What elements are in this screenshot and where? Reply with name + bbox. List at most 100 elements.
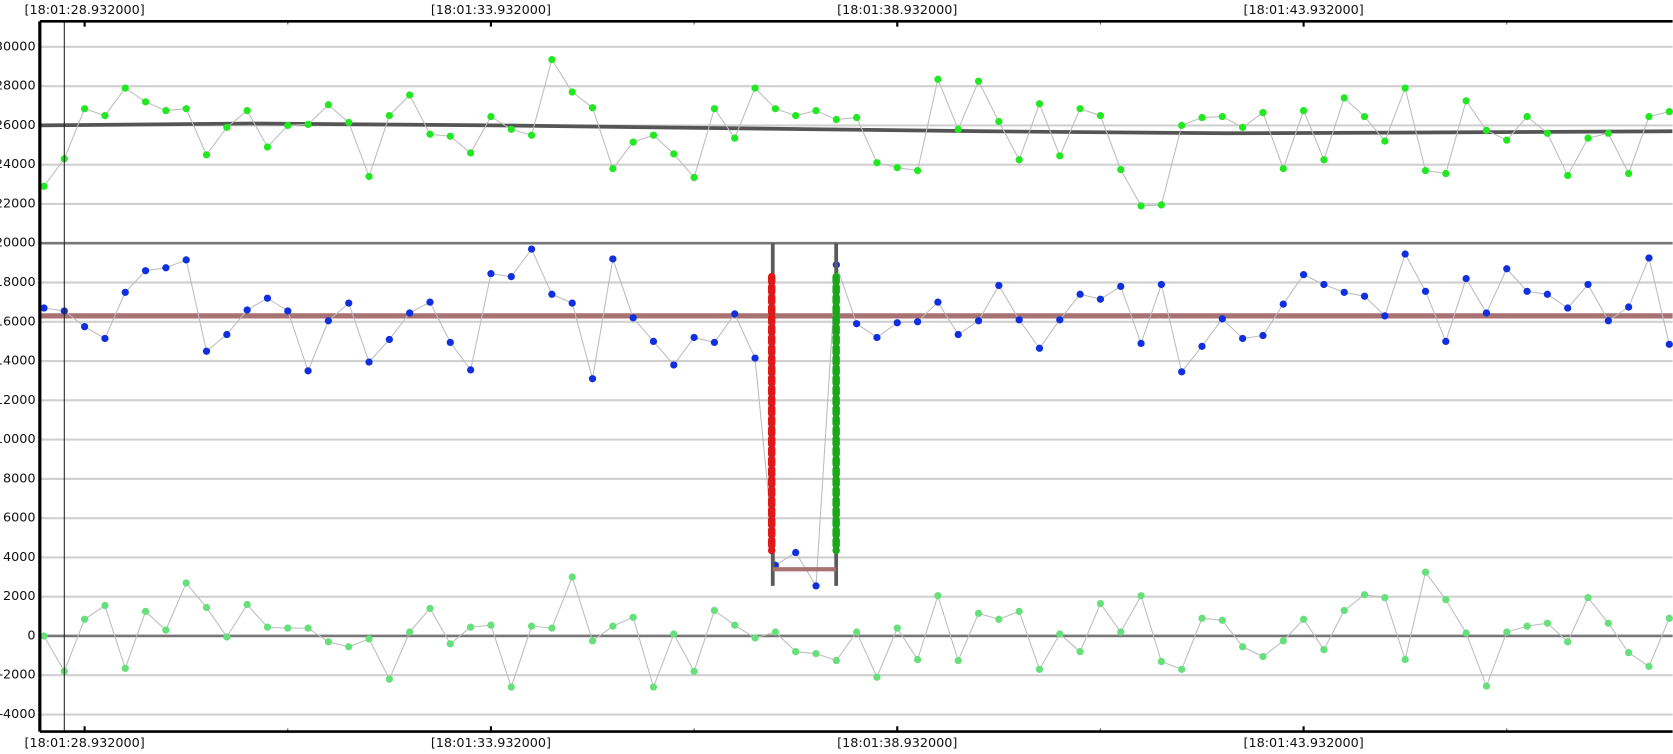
data-point (1401, 655, 1409, 664)
data-point (223, 123, 231, 131)
data-point (1442, 169, 1450, 178)
data-point (487, 112, 495, 121)
data-point (40, 304, 48, 312)
data-point (101, 334, 109, 343)
data-point (913, 655, 922, 664)
data-point (568, 299, 576, 307)
data-point (243, 600, 251, 609)
data-point (609, 622, 617, 630)
data-point (1665, 108, 1673, 116)
data-point (527, 245, 536, 253)
data-point (1198, 614, 1206, 622)
x-tick-label: [18:01:28.932000] (25, 3, 145, 18)
data-point (670, 630, 678, 638)
data-point (487, 270, 495, 278)
data-point (690, 667, 698, 675)
data-point (1401, 250, 1409, 258)
data-point (1178, 121, 1186, 130)
data-point (162, 626, 170, 634)
data-point (954, 125, 962, 133)
data-point (771, 628, 779, 636)
data-point (1360, 591, 1369, 599)
data-point (1096, 295, 1105, 303)
data-point (527, 131, 536, 139)
data-point (1442, 596, 1450, 604)
data-point (467, 366, 475, 374)
data-point (446, 132, 454, 140)
data-point (141, 267, 150, 275)
x-tick-label: [18:01:33.932000] (431, 736, 551, 751)
data-point (141, 607, 150, 616)
data-point (1421, 287, 1430, 295)
y-tick-label: 28000 (0, 79, 36, 94)
y-tick-label: 18000 (0, 275, 36, 290)
data-point (609, 164, 617, 173)
data-point (588, 375, 597, 383)
data-point (1462, 97, 1470, 105)
data-point (1259, 331, 1267, 340)
y-tick-label: 2000 (3, 589, 36, 604)
data-point (974, 77, 983, 85)
data-point (1239, 123, 1247, 131)
data-point (995, 615, 1003, 623)
data-point (1299, 615, 1308, 623)
data-point (1096, 599, 1105, 608)
data-point (1137, 202, 1145, 210)
data-point (365, 358, 373, 366)
data-point (1360, 292, 1369, 300)
data-point (1279, 300, 1287, 308)
data-point (1584, 134, 1592, 142)
data-point (1198, 342, 1206, 350)
data-point (1381, 137, 1389, 145)
data-point (1076, 290, 1084, 298)
data-point (162, 107, 170, 115)
data-point (1442, 337, 1450, 346)
data-point (710, 105, 719, 113)
data-point (853, 113, 861, 122)
data-point (812, 582, 820, 590)
data-point (629, 138, 637, 146)
data-point (548, 624, 556, 632)
data-point (1421, 166, 1430, 175)
data-point (873, 333, 881, 342)
x-tick-label: [18:01:28.932000] (25, 736, 145, 751)
data-point (1421, 568, 1430, 576)
data-point (487, 621, 495, 629)
data-point (365, 172, 373, 181)
y-tick-label: 8000 (3, 471, 36, 486)
data-point (80, 323, 89, 331)
data-point (1340, 94, 1348, 102)
data-point (1564, 304, 1572, 312)
data-point (507, 125, 515, 133)
data-point (1340, 606, 1348, 615)
data-point (202, 603, 211, 612)
data-point (1340, 288, 1348, 296)
data-point (284, 307, 292, 315)
data-point (954, 330, 962, 339)
data-point (1320, 646, 1328, 654)
x-tick-label: [18:01:43.932000] (1243, 736, 1363, 751)
data-point (913, 166, 922, 175)
data-point (1299, 271, 1308, 279)
data-point (548, 55, 556, 64)
data-point (1198, 113, 1206, 122)
y-tick-label: 22000 (0, 196, 36, 211)
data-point (1218, 315, 1226, 323)
data-point (1056, 152, 1064, 160)
data-point (1482, 126, 1491, 134)
data-point (223, 633, 231, 641)
data-point (974, 317, 983, 325)
data-point (1157, 201, 1166, 209)
data-point (345, 299, 353, 307)
data-point (263, 623, 272, 631)
data-point (974, 609, 983, 618)
data-point (588, 637, 597, 645)
data-point (934, 298, 942, 306)
y-tick-label: 16000 (0, 314, 36, 329)
data-point (1604, 619, 1612, 627)
data-point (121, 664, 129, 672)
data-point (548, 290, 556, 298)
data-point (1117, 628, 1125, 636)
data-point (324, 638, 333, 646)
data-point (1543, 129, 1552, 137)
